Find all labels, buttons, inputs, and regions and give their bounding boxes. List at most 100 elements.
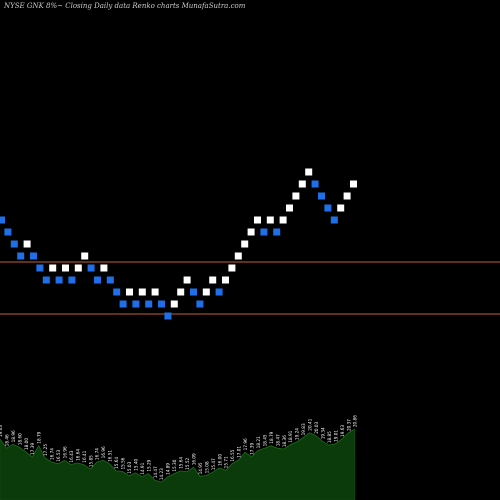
renko-brick-down: [42, 276, 50, 284]
volume-label: 19.63: [0, 425, 3, 437]
volume-label: 17.39: [250, 443, 255, 455]
renko-brick-down: [113, 288, 121, 296]
renko-brick-up: [170, 300, 178, 308]
renko-brick-down: [94, 276, 101, 284]
renko-brick-up: [350, 180, 357, 188]
volume-label: 15.29: [146, 459, 151, 471]
renko-brick-up: [222, 276, 229, 284]
volume-label: 16.96: [63, 446, 68, 458]
volume-label: 20.86: [353, 415, 358, 427]
volume-label: 16.53: [56, 449, 61, 461]
volume-label: 16.43: [69, 450, 74, 462]
volume-label: 20.03: [314, 421, 319, 433]
volume-label: 16.41: [82, 450, 87, 462]
renko-brick-down: [68, 276, 76, 284]
volume-label: 14.23: [159, 468, 164, 480]
volume-label: 15.47: [211, 458, 216, 470]
renko-brick-up: [23, 240, 31, 248]
volume-label: 20.41: [308, 418, 313, 430]
volume-label: 18.60: [17, 433, 22, 445]
volume-label: 15.64: [114, 457, 119, 469]
renko-brick-up: [49, 264, 57, 272]
volume-label: 16.00: [217, 454, 222, 466]
volume-label: 16.64: [75, 449, 80, 461]
renko-brick-up: [292, 192, 300, 200]
volume-label: 16.74: [50, 448, 55, 460]
renko-brick-up: [81, 252, 89, 260]
volume-label: 19.24: [295, 428, 300, 440]
renko-brick-down: [106, 276, 114, 284]
renko-brick-down: [260, 228, 268, 236]
renko-brick-down: [164, 312, 172, 320]
chart-title: NYSE GNK 8%~ Closing Daily data Renko ch…: [4, 2, 246, 10]
renko-brick-down: [311, 180, 319, 188]
volume-label: 14.47: [153, 466, 158, 478]
renko-brick-up: [62, 264, 69, 272]
renko-brick-up: [151, 288, 159, 296]
renko-brick-up: [286, 204, 293, 212]
renko-brick-down: [10, 240, 18, 248]
renko-brick-down: [215, 288, 223, 296]
volume-label: 15.56: [121, 457, 126, 469]
renko-brick-up: [183, 276, 191, 284]
volume-label: 19.83: [301, 423, 306, 435]
volume-label: 18.36: [282, 435, 287, 447]
renko-brick-down: [17, 252, 25, 260]
renko-brick-up: [247, 228, 255, 236]
volume-label: 20.37: [346, 419, 351, 431]
renko-brick-down: [55, 276, 63, 284]
volume-area: [0, 428, 356, 500]
renko-brick-down: [273, 228, 281, 236]
renko-brick-up: [298, 180, 306, 188]
volume-label: 18.85: [327, 431, 332, 443]
renko-brick-down: [324, 204, 332, 212]
renko-brick-down: [4, 228, 12, 236]
renko-brick-up: [305, 168, 313, 176]
volume-label: 18.45: [262, 434, 267, 446]
renko-brick-up: [266, 216, 274, 224]
renko-brick-down: [0, 216, 5, 224]
volume-label: 16.55: [230, 449, 235, 461]
volume-label: 17.01: [237, 446, 242, 458]
renko-brick-up: [234, 252, 242, 260]
volume-label: 15.03: [127, 461, 132, 473]
volume-label: 18.91: [288, 430, 293, 442]
renko-brick-down: [196, 300, 204, 308]
volume-label: 14.95: [198, 462, 203, 474]
volume-label: 17.25: [43, 444, 48, 456]
volume-label: 18.00: [24, 438, 29, 450]
renko-brick-up: [202, 288, 210, 296]
renko-brick-up: [279, 216, 287, 224]
renko-brick-down: [36, 264, 44, 272]
renko-brick-down: [330, 216, 338, 224]
volume-label: 18.46: [4, 434, 9, 446]
volume-label: 16.74: [95, 448, 100, 460]
renko-brick-up: [241, 240, 249, 248]
renko-brick-down: [158, 300, 165, 308]
renko-brick-up: [138, 288, 146, 296]
renko-brick-up: [177, 288, 185, 296]
volume-label: 16.51: [108, 450, 113, 462]
renko-brick-up: [343, 192, 351, 200]
volume-label: 15.85: [88, 455, 93, 467]
renko-brick-down: [87, 264, 95, 272]
volume-label: 14.89: [166, 463, 171, 475]
renko-brick-up: [74, 264, 82, 272]
reference-lines: [0, 261, 500, 315]
volume-label: 15.30: [172, 459, 177, 471]
volume-label: 14.91: [140, 462, 145, 474]
volume-label: 17.39: [30, 443, 35, 455]
volume-label: 18.96: [11, 430, 16, 442]
renko-brick-up: [100, 264, 108, 272]
renko-brick-up: [126, 288, 133, 296]
volume-label: 18.79: [37, 431, 42, 443]
volume-label: 18.79: [269, 431, 274, 443]
volume-label: 15.52: [185, 458, 190, 470]
volume-label: 17.96: [243, 438, 248, 450]
renko-brick-down: [119, 300, 127, 308]
renko-brick-down: [318, 192, 325, 200]
renko-brick-up: [254, 216, 261, 224]
volume-label: 19.01: [333, 430, 338, 442]
